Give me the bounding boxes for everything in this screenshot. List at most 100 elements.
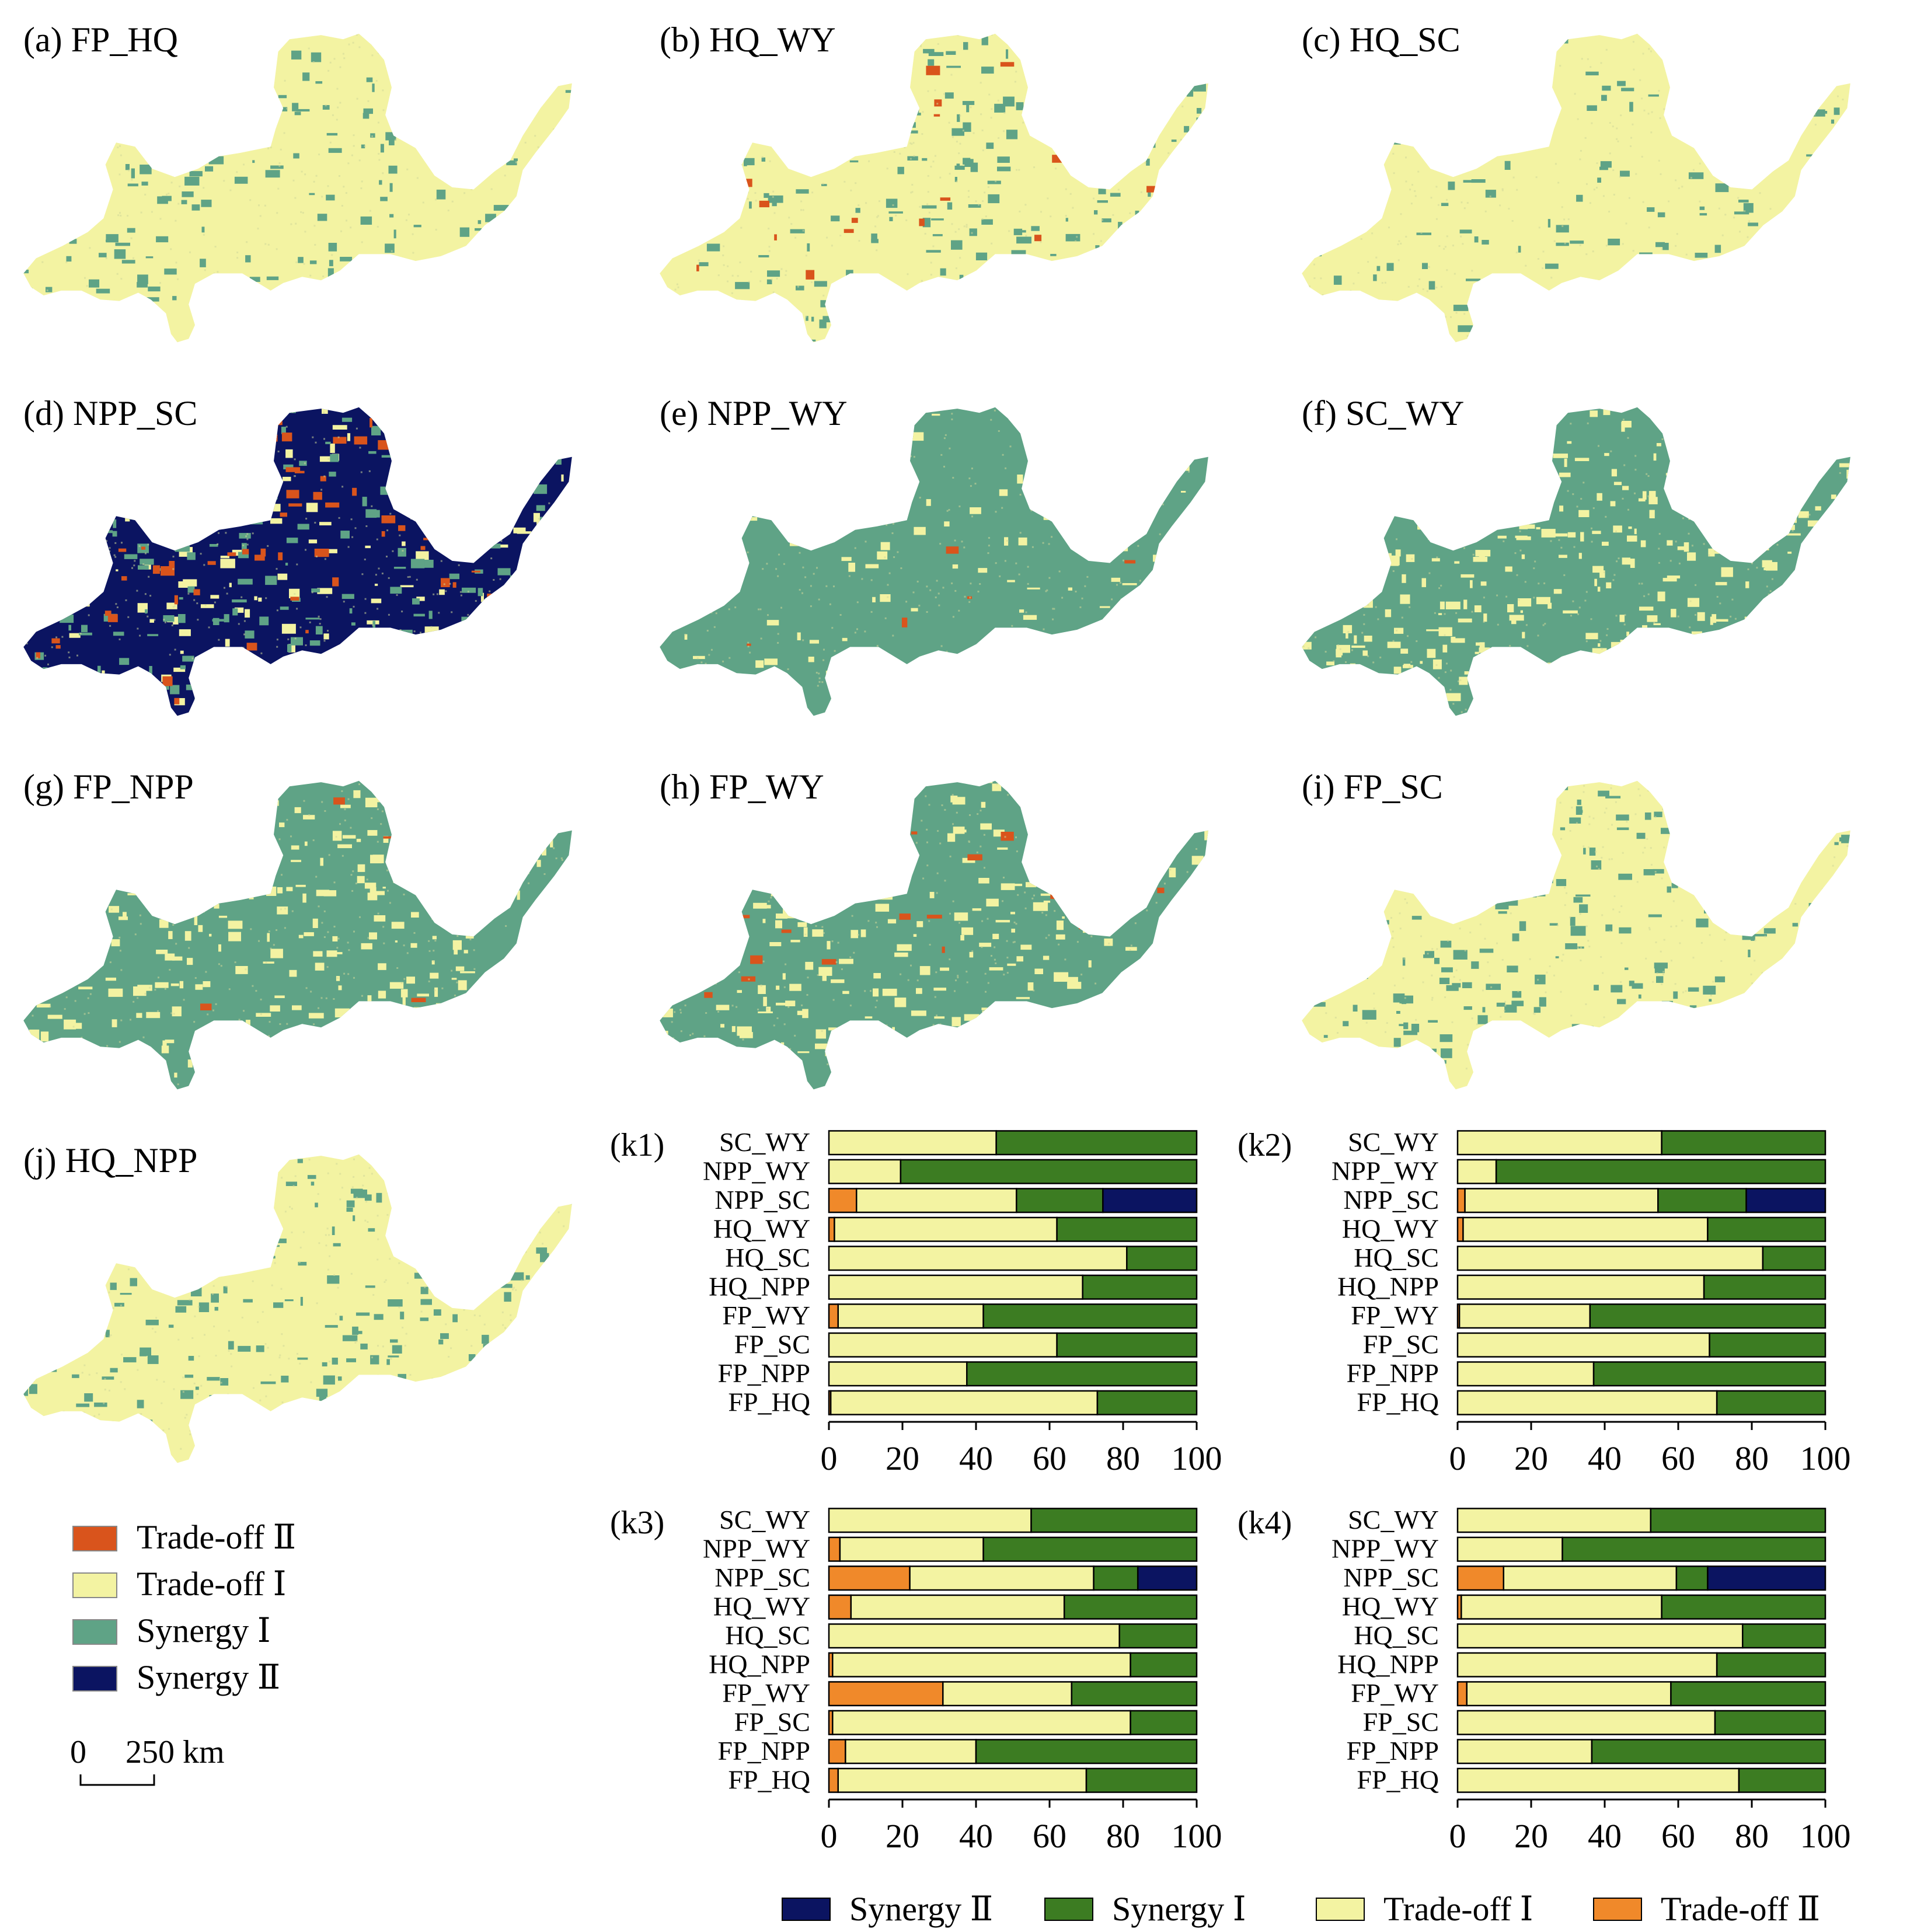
bar-segment-trade_off_1 (1456, 1274, 1705, 1300)
bar-segment-trade_off_1 (1458, 1303, 1591, 1329)
bar-segment-synergy_1 (982, 1303, 1198, 1329)
legend-label: Trade-off Ⅰ (137, 1565, 287, 1603)
map-panel-h: (h) FP_WY (660, 768, 1208, 1090)
legend-label: Synergy Ⅰ (1112, 1890, 1246, 1928)
x-tick-label: 40 (959, 1439, 993, 1477)
bar-segment-synergy_1 (982, 1536, 1198, 1562)
legend-swatch (1593, 1898, 1642, 1921)
bar-segment-synergy_1 (1661, 1594, 1827, 1620)
category-label: NPP_WY (703, 1156, 810, 1185)
bar-segment-synergy_1 (1716, 1390, 1827, 1415)
x-tick-label: 20 (886, 1439, 919, 1477)
category-label: SC_WY (719, 1505, 810, 1535)
bar-segment-synergy_1 (1495, 1159, 1827, 1184)
bar-segment-synergy_1 (1657, 1188, 1747, 1213)
bar-segment-trade_off_1 (856, 1188, 1017, 1213)
category-label: HQ_NPP (709, 1649, 810, 1679)
bar-segment-trade_off_1 (837, 1303, 984, 1329)
x-tick-label: 0 (821, 1439, 838, 1477)
map-legend-item-synergy_1: Synergy Ⅰ (72, 1612, 271, 1649)
bar-segment-synergy_1 (1030, 1508, 1198, 1533)
map-panel-label: (h) FP_WY (660, 768, 824, 806)
x-tick-label: 60 (1661, 1817, 1695, 1855)
bar-segment-trade_off_1 (1503, 1565, 1678, 1591)
bar-segment-trade_off_1 (1456, 1246, 1764, 1271)
bar-segment-trade_off_1 (828, 1361, 968, 1387)
x-tick-label: 60 (1661, 1439, 1695, 1477)
bar-segment-trade_off_2 (1456, 1216, 1464, 1242)
category-label: FP_HQ (728, 1764, 810, 1794)
bar-segment-trade_off_2 (1456, 1681, 1468, 1707)
bar-legend-item-synergy_1: Synergy Ⅰ (1044, 1890, 1246, 1928)
category-label: NPP_WY (703, 1533, 810, 1563)
category-label: HQ_NPP (1337, 1271, 1439, 1301)
category-label: FP_SC (1363, 1329, 1439, 1359)
legend-label: Trade-off Ⅰ (1383, 1890, 1533, 1928)
legend-swatch (72, 1666, 117, 1692)
bar-segment-synergy_1 (1707, 1216, 1827, 1242)
bar-segment-synergy_1 (975, 1739, 1198, 1764)
category-label: FP_SC (734, 1329, 810, 1359)
category-label: FP_HQ (728, 1387, 810, 1417)
bar-segment-trade_off_1 (850, 1594, 1065, 1620)
bar-segment-trade_off_2 (828, 1681, 944, 1707)
bar-segment-trade_off_1 (1456, 1623, 1744, 1649)
bar-segment-synergy_2 (1102, 1188, 1198, 1213)
bar-chart-panels: (k1) SC_WYNPP_WYNPP_SCHQ_WYHQ_SCHQ_NPPFP_… (610, 1127, 1851, 1855)
bar-legend-item-synergy_2: Synergy Ⅱ (782, 1890, 993, 1928)
category-label: FP_WY (1351, 1300, 1439, 1330)
bar-segment-trade_off_1 (828, 1274, 1083, 1300)
bar-segment-trade_off_1 (832, 1710, 1131, 1735)
map-panel-b: (b) HQ_WY (660, 20, 1208, 343)
bar-segment-trade_off_1 (834, 1216, 1058, 1242)
bar-legend-item-trade_off_2: Trade-off Ⅱ (1593, 1890, 1820, 1928)
bar-segment-synergy_1 (1093, 1565, 1139, 1591)
x-tick-label: 0 (1449, 1439, 1466, 1477)
bar-segment-synergy_1 (1589, 1303, 1827, 1329)
map-legend-item-trade_off_1: Trade-off Ⅰ (72, 1565, 287, 1603)
bar-segment-synergy_1 (1085, 1767, 1198, 1793)
x-tick-label: 40 (959, 1817, 993, 1855)
bar-segment-trade_off_2 (828, 1594, 852, 1620)
chart-panel-label: (k1) (610, 1127, 664, 1163)
category-label: FP_NPP (1346, 1358, 1439, 1388)
category-label: NPP_SC (1343, 1563, 1439, 1592)
map-panel-label: (i) FP_SC (1302, 768, 1443, 806)
map-legend: Trade-off Ⅱ Trade-off Ⅰ Synergy Ⅰ Synergy Ⅱ… (70, 1518, 296, 1786)
bar-segment-trade_off_1 (1461, 1594, 1662, 1620)
map-panel-label: (g) FP_NPP (23, 768, 194, 806)
bar-segment-trade_off_2 (828, 1565, 911, 1591)
map-panel-a: (a) FP_HQ (23, 20, 572, 343)
bar-segment-synergy_1 (1762, 1246, 1827, 1271)
category-label: FP_SC (734, 1707, 810, 1736)
bar-segment-synergy_1 (1056, 1216, 1198, 1242)
legend-swatch (72, 1526, 117, 1551)
bar-segment-trade_off_1 (909, 1565, 1095, 1591)
bar-segment-trade_off_2 (828, 1739, 846, 1764)
chart-panel-label: (k3) (610, 1505, 664, 1541)
bar-segment-trade_off_1 (828, 1508, 1032, 1533)
bar-segment-trade_off_2 (828, 1767, 839, 1793)
bar-segment-trade_off_1 (832, 1652, 1131, 1678)
category-label: FP_WY (722, 1678, 810, 1708)
bar-segment-synergy_1 (995, 1130, 1198, 1156)
category-label: FP_NPP (717, 1736, 810, 1766)
chart-k1: (k1) SC_WYNPP_WYNPP_SCHQ_WYHQ_SCHQ_NPPFP_… (610, 1127, 1222, 1477)
map-panel-label: (f) SC_WY (1302, 394, 1464, 433)
category-label: HQ_SC (725, 1620, 810, 1650)
category-label: HQ_WY (713, 1213, 810, 1243)
bar-segment-synergy_1 (1130, 1710, 1198, 1735)
bar-segment-trade_off_1 (1456, 1361, 1595, 1387)
bar-segment-trade_off_1 (839, 1536, 984, 1562)
category-label: HQ_SC (1354, 1243, 1439, 1272)
category-label: NPP_WY (1332, 1156, 1439, 1185)
bar-segment-synergy_1 (1056, 1332, 1198, 1358)
bar-segment-trade_off_1 (1456, 1130, 1662, 1156)
bar-segment-synergy_1 (1591, 1739, 1827, 1764)
category-label: FP_NPP (717, 1358, 810, 1388)
bar-segment-trade_off_1 (1462, 1216, 1709, 1242)
bar-segment-synergy_1 (1709, 1332, 1827, 1358)
bar-segment-trade_off_1 (1456, 1739, 1593, 1764)
category-label: HQ_NPP (1337, 1649, 1439, 1679)
chart-panel-label: (k2) (1238, 1127, 1292, 1163)
